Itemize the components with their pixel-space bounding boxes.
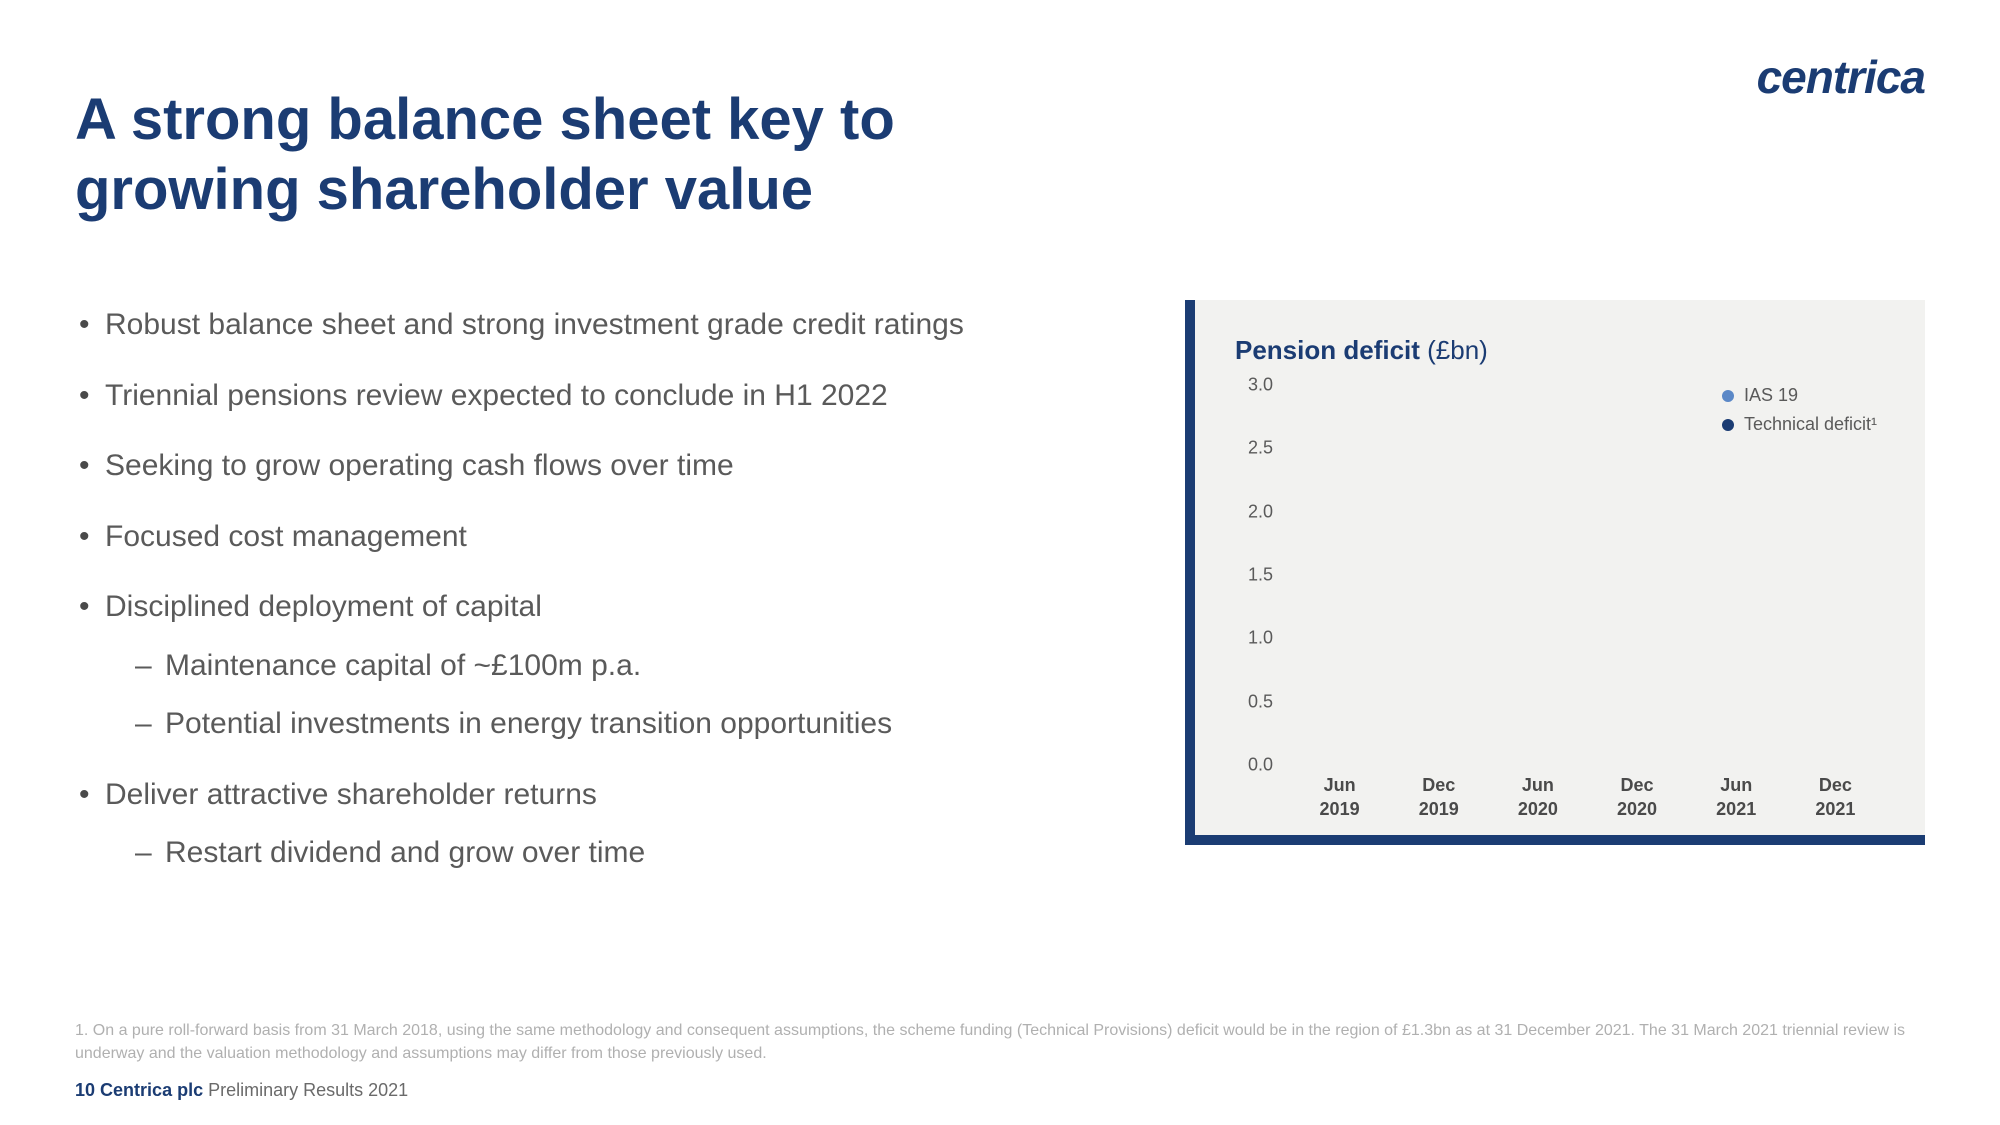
page-title: A strong balance sheet key to growing sh… [75,85,975,224]
footer-rest: Preliminary Results 2021 [203,1080,408,1100]
sub-bullet-list: Maintenance capital of ~£100m p.a. Potent… [105,646,1075,745]
chart-plot-area: 3.02.52.01.51.00.50.0 [1235,385,1885,765]
sub-bullet-item: Maintenance capital of ~£100m p.a. [105,646,1075,687]
bullet-item: Deliver attractive shareholder returnsRe… [75,775,1075,874]
chart-title: Pension deficit (£bn) [1235,335,1488,366]
bullet-item: Seeking to grow operating cash flows ove… [75,446,1075,487]
footer-company: Centrica plc [100,1080,203,1100]
bullet-section: Robust balance sheet and strong investme… [75,305,1075,904]
bullet-item: Robust balance sheet and strong investme… [75,305,1075,346]
y-tick-label: 0.0 [1248,755,1273,776]
y-tick-label: 1.5 [1248,565,1273,586]
bullet-item: Triennial pensions review expected to co… [75,376,1075,417]
sub-bullet-item: Potential investments in energy transiti… [105,704,1075,745]
page-footer: 10 Centrica plc Preliminary Results 2021 [75,1080,408,1101]
y-tick-label: 2.0 [1248,501,1273,522]
y-tick-label: 3.0 [1248,375,1273,396]
chart-container: Pension deficit (£bn) IAS 19Technical de… [1185,300,1925,845]
chart-title-rest: (£bn) [1420,335,1488,365]
x-tick-label: Dec2020 [1601,774,1673,821]
bullet-list: Robust balance sheet and strong investme… [75,305,1075,874]
bars-row [1290,385,1885,765]
bullet-item: Focused cost management [75,517,1075,558]
y-tick-label: 2.5 [1248,438,1273,459]
sub-bullet-list: Restart dividend and grow over time [105,833,1075,874]
x-tick-label: Jun2020 [1502,774,1574,821]
brand-logo: centrica [1757,50,1925,104]
y-tick-label: 0.5 [1248,691,1273,712]
y-tick-label: 1.0 [1248,628,1273,649]
footnote: 1. On a pure roll-forward basis from 31 … [75,1020,1925,1065]
y-axis: 3.02.52.01.51.00.50.0 [1235,385,1285,765]
x-axis-labels: Jun2019 Dec2019 Jun2020 Dec2020 Jun2021 Dec20… [1290,774,1885,821]
chart-title-bold: Pension deficit [1235,335,1420,365]
x-tick-label: Dec2021 [1799,774,1871,821]
sub-bullet-item: Restart dividend and grow over time [105,833,1075,874]
bullet-item: Disciplined deployment of capitalMainten… [75,587,1075,745]
page-number: 10 [75,1080,95,1100]
bars-area [1290,385,1885,765]
x-tick-label: Jun2019 [1304,774,1376,821]
x-tick-label: Dec2019 [1403,774,1475,821]
x-tick-label: Jun2021 [1700,774,1772,821]
chart-inner: Pension deficit (£bn) IAS 19Technical de… [1195,300,1925,835]
